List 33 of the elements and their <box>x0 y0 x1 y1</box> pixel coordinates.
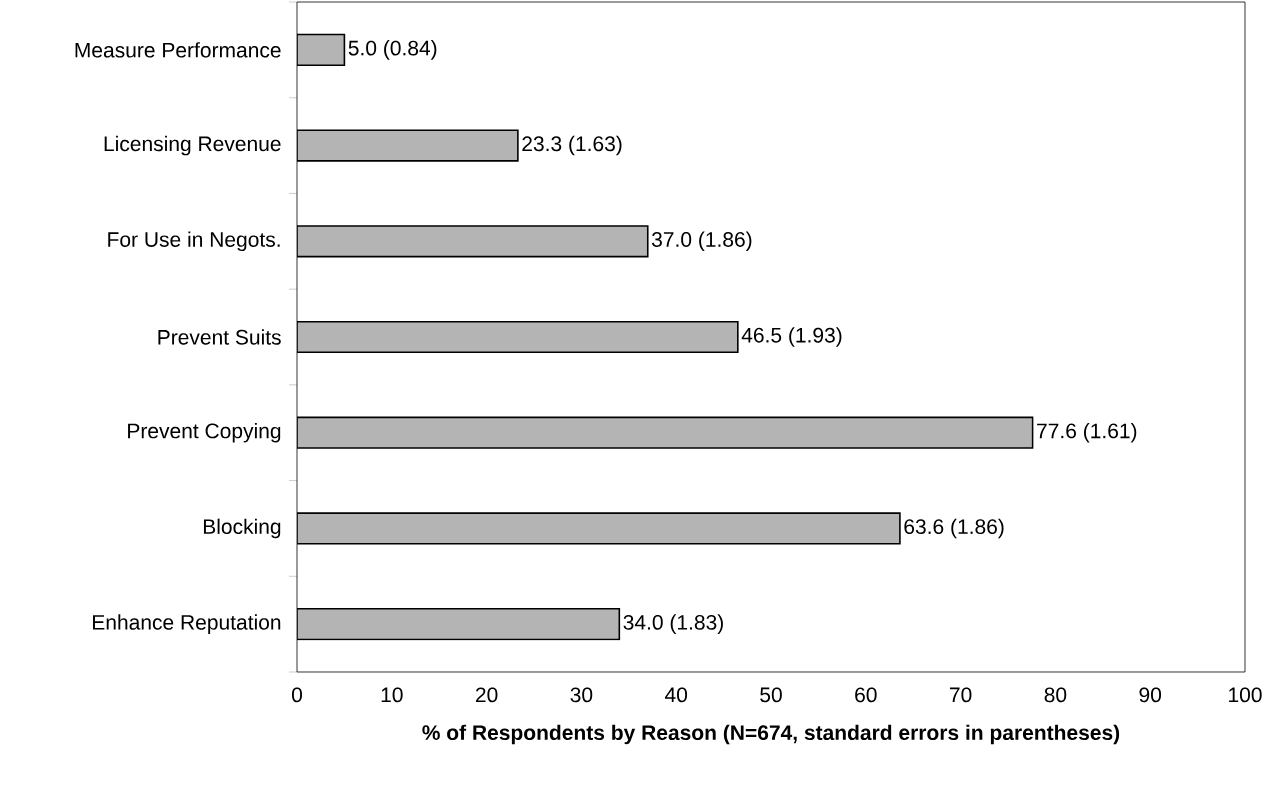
data-label: 5.0 (0.84) <box>348 40 437 60</box>
y-tick-label: Prevent Suits <box>158 329 281 345</box>
data-label: 34.0 (1.83) <box>623 614 723 634</box>
x-tick-label: 20 <box>475 687 498 703</box>
x-tick-label: 40 <box>664 687 688 703</box>
bar <box>297 416 1034 449</box>
x-tick-label: 60 <box>855 687 877 703</box>
data-label: 23.3 (1.63) <box>522 135 622 156</box>
x-tick-label: 80 <box>1044 687 1067 703</box>
y-tick-label: Blocking <box>203 518 281 539</box>
x-tick-label: 10 <box>381 687 403 703</box>
data-label: 77.6 (1.61) <box>1037 422 1137 443</box>
x-tick-label: 30 <box>570 687 593 703</box>
y-tick-label: For Use in Negots. <box>108 231 280 252</box>
bar <box>297 608 621 641</box>
bar <box>297 320 739 354</box>
x-tick-label: 50 <box>760 687 782 703</box>
x-tick-label: 70 <box>949 687 972 703</box>
x-axis-title: % of Respondents by Reason (N=674, standard errors in parentheses) <box>422 724 1120 745</box>
y-tick-label: Prevent Copying <box>128 422 281 443</box>
x-tick-label: 100 <box>1229 687 1262 703</box>
y-tick-label: Enhance Reputation <box>93 614 281 634</box>
data-label: 46.5 (1.93) <box>741 327 842 347</box>
x-tick-label: 90 <box>1139 687 1162 703</box>
data-label: 63.6 (1.86) <box>904 518 1004 539</box>
bar <box>297 33 346 66</box>
bar <box>297 225 649 258</box>
data-label: 37.0 (1.86) <box>651 231 752 252</box>
y-tick-label: Measure Performance <box>75 42 281 58</box>
x-tick-label: 0 <box>291 687 303 703</box>
y-tick-label: Licensing Revenue <box>104 135 281 156</box>
bar <box>297 512 901 545</box>
bar <box>297 129 519 162</box>
